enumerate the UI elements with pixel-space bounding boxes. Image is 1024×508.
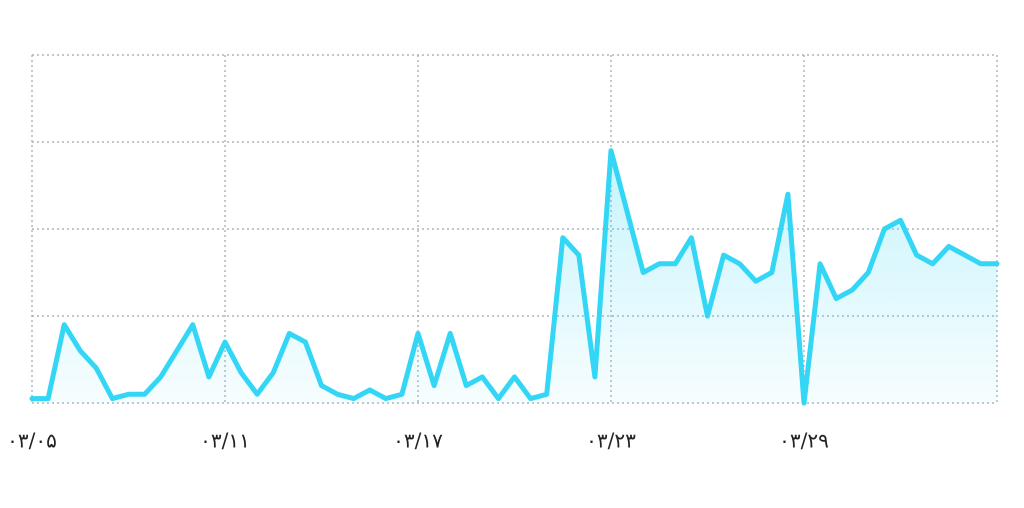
x-tick-label: ۰۳/۲۳ bbox=[586, 429, 636, 453]
x-tick-label: ۰۳/۱۱ bbox=[200, 429, 250, 453]
x-tick-label: ۰۳/۰۵ bbox=[7, 429, 57, 453]
x-tick-label: ۰۳/۱۷ bbox=[393, 429, 443, 453]
line-area bbox=[32, 150, 997, 403]
line bbox=[29, 148, 1000, 406]
x-tick-label: ۰۳/۲۹ bbox=[779, 429, 829, 453]
